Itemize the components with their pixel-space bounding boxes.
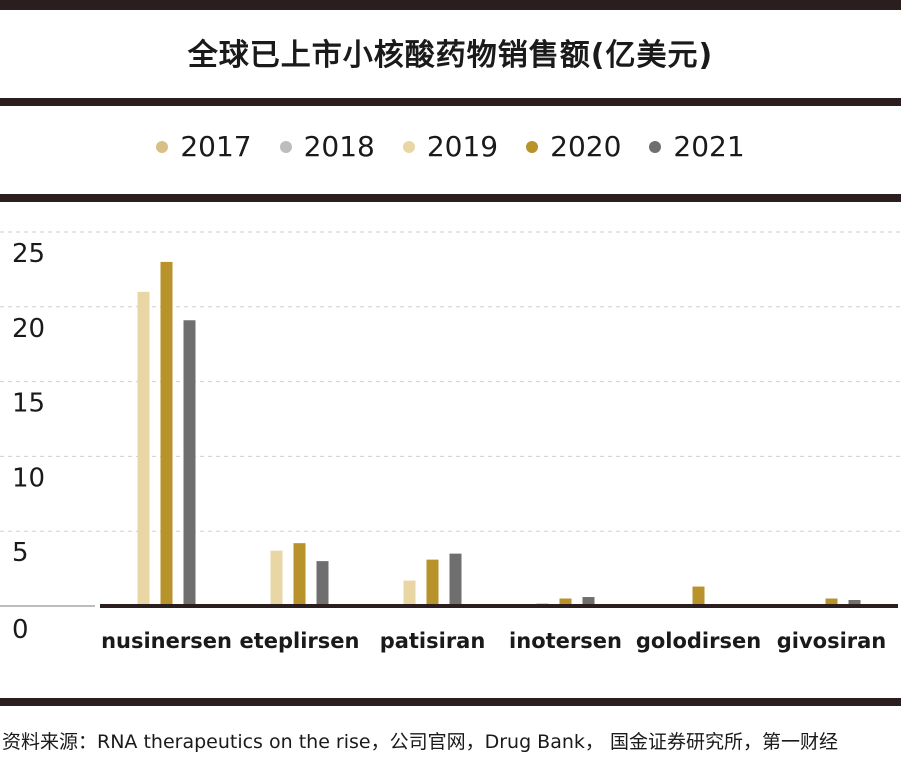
bar-patisiran-2021 xyxy=(449,553,462,604)
bar-givosiran-2020 xyxy=(825,598,838,604)
bar-chart: 0 5 10 15 20 25 nusinersen eteplirsen patisiran i… xyxy=(0,231,901,653)
legend-item-2018: 2018 xyxy=(279,130,375,163)
legend-item-2017: 2017 xyxy=(156,130,252,163)
bar-inotersen-2020 xyxy=(559,598,572,604)
x-tick-label: nusinersen xyxy=(101,629,232,653)
legend-divider xyxy=(0,194,901,202)
bar-nusinersen-2021 xyxy=(183,320,196,604)
legend: 2017 2018 2019 2020 2021 xyxy=(0,130,901,163)
x-tick-label: golodirsen xyxy=(636,629,761,653)
legend-item-2021: 2021 xyxy=(649,130,745,163)
bar-golodirsen-2020 xyxy=(692,586,705,604)
y-tick-label: 25 xyxy=(12,239,45,269)
y-tick-label: 10 xyxy=(12,463,45,493)
legend-label: 2017 xyxy=(180,130,252,163)
legend-swatch xyxy=(649,140,662,153)
legend-swatch xyxy=(279,140,292,153)
legend-label: 2020 xyxy=(550,130,622,163)
legend-label: 2021 xyxy=(673,130,745,163)
bar-eteplirsen-2019 xyxy=(270,550,283,604)
x-tick-label: givosiran xyxy=(777,629,887,653)
bar-eteplirsen-2020 xyxy=(293,543,306,604)
legend-swatch xyxy=(156,140,169,153)
x-tick-label: eteplirsen xyxy=(239,629,359,653)
bar-patisiran-2019 xyxy=(403,580,416,604)
bar-givosiran-2021 xyxy=(848,600,861,604)
bar-eteplirsen-2021 xyxy=(316,561,329,604)
legend-item-2019: 2019 xyxy=(402,130,499,163)
y-tick-label: 5 xyxy=(12,538,29,568)
legend-label: 2019 xyxy=(426,130,499,163)
legend-item-2020: 2020 xyxy=(526,130,621,163)
chart-title: 全球已上市小核酸药物销售额(亿美元) xyxy=(187,38,714,73)
bar-inotersen-2021 xyxy=(582,597,595,604)
bar-patisiran-2020 xyxy=(426,559,439,604)
legend-swatch xyxy=(526,140,539,153)
x-tick-label: patisiran xyxy=(380,629,486,653)
bar-nusinersen-2019 xyxy=(137,291,150,604)
top-rule xyxy=(0,0,901,10)
y-tick-label: 0 xyxy=(12,615,29,645)
source-note: 资料来源：RNA therapeutics on the rise，公司官网，D… xyxy=(2,731,838,753)
bar-nusinersen-2020 xyxy=(160,261,173,604)
legend-swatch xyxy=(402,140,415,153)
x-tick-label: inotersen xyxy=(509,629,622,653)
bottom-divider xyxy=(0,698,901,706)
title-divider xyxy=(0,98,901,106)
bar-inotersen-2019 xyxy=(536,603,549,604)
y-tick-label: 20 xyxy=(12,314,45,344)
legend-label: 2018 xyxy=(303,130,375,163)
y-tick-label: 15 xyxy=(12,389,45,419)
